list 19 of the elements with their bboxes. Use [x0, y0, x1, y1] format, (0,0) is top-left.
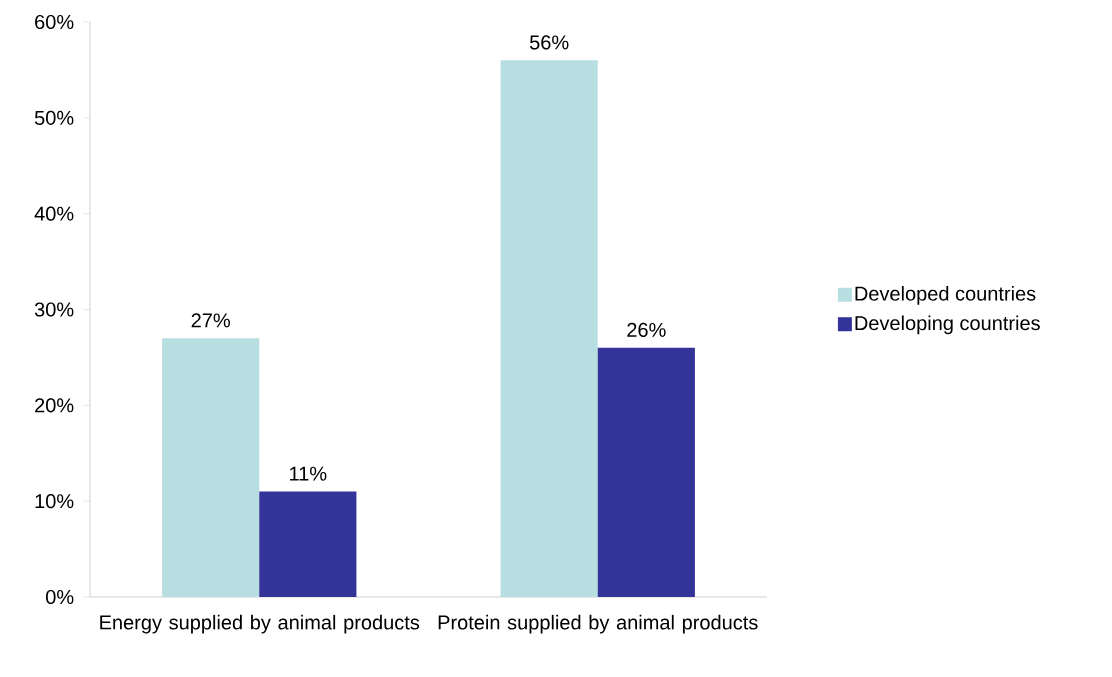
y-tick-label: 50%	[34, 110, 74, 125]
bar	[259, 491, 357, 597]
legend-label: Developing countries	[855, 315, 1040, 335]
x-tick-label: Energy supplied by animal products	[100, 614, 420, 634]
data-label: 11%	[290, 466, 327, 481]
y-tick-label: 0%	[46, 589, 74, 605]
legend-label: Developed countries	[855, 286, 1036, 305]
y-tick-label: 30%	[34, 302, 74, 317]
y-tick-label: 40%	[34, 206, 74, 221]
y-tick-label: 10%	[35, 494, 74, 509]
data-label: 56%	[529, 35, 569, 50]
bar	[597, 347, 695, 597]
y-tick-label: 20%	[35, 398, 74, 413]
bar	[500, 60, 598, 597]
data-label: 27%	[191, 313, 230, 328]
data-label: 26%	[627, 322, 666, 337]
x-tick-label: Protein supplied by animal products	[438, 614, 758, 634]
bar	[162, 338, 260, 597]
y-tick-label: 60%	[35, 14, 74, 30]
